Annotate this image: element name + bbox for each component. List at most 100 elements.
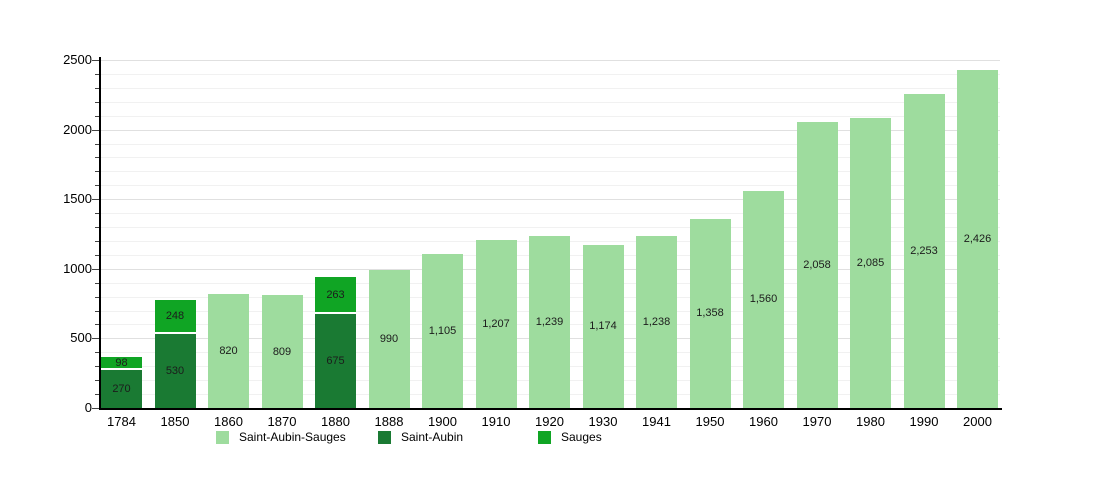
legend-label: Saint-Aubin-Sauges — [239, 430, 346, 444]
y-axis-tick — [95, 310, 99, 312]
y-axis-tick — [95, 157, 99, 159]
bar-value-label: 2,085 — [856, 256, 885, 269]
bar-segment-saint-aubin-sauges-1990: 2,253 — [903, 94, 945, 408]
bar-segment-saint-aubin-1850: 530 — [154, 334, 196, 408]
x-axis-tick-label-1980: 1980 — [856, 414, 885, 429]
y-axis-tick — [92, 338, 99, 340]
y-axis-tick — [95, 394, 99, 396]
bar-value-label: 1,207 — [482, 318, 510, 330]
y-axis-tick — [92, 129, 99, 131]
bar-segment-sauges-1850: 248 — [154, 299, 196, 335]
y-axis-tick — [95, 73, 99, 75]
legend-item-saint-aubin: Saint-Aubin — [378, 430, 463, 444]
major-gridline — [100, 60, 1000, 61]
y-axis-tick — [95, 324, 99, 326]
bar-segment-saint-aubin-sauges-1980: 2,085 — [850, 117, 891, 408]
minor-gridline — [100, 213, 1000, 215]
y-axis-tick — [95, 101, 99, 103]
y-axis-tick — [92, 60, 99, 61]
bar-value-label: 248 — [165, 309, 185, 322]
bar-segment-sauges-1880: 263 — [315, 277, 356, 315]
x-axis-tick-label-1941: 1941 — [642, 414, 671, 429]
plot-area: 270 98 530 248 820 809 675 263 990 1,105 1,207 1,23… — [100, 60, 1000, 408]
x-axis-line — [99, 408, 1002, 410]
x-axis-tick-label-1960: 1960 — [749, 414, 778, 429]
y-axis-tick — [95, 185, 99, 187]
x-axis-tick-label-1860: 1860 — [214, 414, 243, 429]
y-axis-tick — [92, 408, 99, 409]
y-axis-tick — [95, 227, 99, 229]
legend-label: Sauges — [561, 430, 602, 444]
bar-value-label: 990 — [379, 333, 399, 346]
y-axis-tick — [92, 268, 99, 270]
major-gridline — [100, 199, 1000, 201]
minor-gridline — [100, 157, 1000, 159]
y-axis-tick — [95, 213, 99, 215]
bar-segment-saint-aubin-sauges-1970: 2,058 — [796, 121, 838, 408]
bar-segment-saint-aubin-1784: 270 — [101, 370, 142, 408]
minor-gridline — [100, 87, 1000, 89]
legend-swatch-icon — [378, 430, 391, 444]
bar-value-label: 2,253 — [910, 245, 938, 258]
y-axis-tick-label: 1000 — [63, 260, 92, 276]
x-axis-tick-label-1888: 1888 — [374, 414, 404, 429]
y-axis-tick — [95, 366, 99, 368]
bar-segment-saint-aubin-sauges-1920: 1,239 — [529, 235, 570, 408]
bar-segment-saint-aubin-sauges-1960: 1,560 — [743, 190, 784, 408]
bar-value-label: 1,238 — [642, 315, 671, 328]
minor-gridline — [100, 143, 1000, 145]
bar-value-label: 263 — [326, 288, 345, 301]
x-axis-tick-label-2000: 2000 — [963, 414, 992, 429]
minor-gridline — [100, 227, 1000, 229]
y-axis-tick — [95, 296, 99, 298]
bar-value-label: 2,058 — [803, 258, 831, 271]
y-axis-line — [99, 57, 101, 410]
bar-segment-saint-aubin-sauges-1930: 1,174 — [582, 244, 624, 408]
x-axis-tick-label-1920: 1920 — [535, 414, 564, 429]
bar-value-label: 809 — [272, 345, 292, 358]
x-axis-tick-label-1930: 1930 — [588, 414, 618, 429]
x-axis-tick-label-1784: 1784 — [107, 414, 136, 429]
bar-value-label: 1,358 — [696, 307, 724, 320]
bar-segment-saint-aubin-sauges-1950: 1,358 — [689, 218, 731, 408]
bar-value-label: 530 — [165, 365, 185, 378]
major-gridline — [100, 129, 1000, 131]
y-axis-tick — [95, 254, 99, 256]
bar-segment-sauges-1784: 98 — [101, 357, 142, 371]
bar-segment-saint-aubin-sauges-1888: 990 — [368, 270, 410, 408]
x-axis-tick-label-1870: 1870 — [267, 414, 297, 429]
y-axis-tick — [95, 282, 99, 284]
minor-gridline — [100, 101, 1000, 103]
bar-value-label: 1,239 — [535, 315, 564, 328]
minor-gridline — [100, 115, 1000, 117]
y-axis-tick — [92, 199, 99, 201]
bar-segment-saint-aubin-1880: 675 — [315, 314, 356, 408]
bar-segment-saint-aubin-sauges-1910: 1,207 — [475, 240, 517, 408]
y-axis-tick — [95, 171, 99, 173]
legend-item-sauges: Sauges — [538, 430, 602, 444]
y-axis-tick — [95, 352, 99, 354]
x-axis-tick-label-1950: 1950 — [695, 414, 725, 429]
legend-swatch-icon — [216, 430, 229, 444]
bar-segment-saint-aubin-sauges-1900: 1,105 — [422, 254, 463, 408]
x-axis-tick-label-1970: 1970 — [802, 414, 832, 429]
y-axis-tick — [95, 380, 99, 382]
legend-item-saint-aubin-sauges: Saint-Aubin-Sauges — [216, 430, 346, 444]
minor-gridline — [100, 171, 1000, 173]
bar-value-label: 270 — [112, 383, 131, 396]
bar-value-label: 1,105 — [428, 325, 457, 338]
y-axis-tick-label: 2500 — [63, 52, 92, 67]
y-axis-tick — [95, 240, 99, 242]
x-axis-tick-label-1850: 1850 — [160, 414, 190, 429]
x-axis-tick-label-1990: 1990 — [909, 414, 939, 429]
bar-segment-saint-aubin-sauges-1860: 820 — [208, 293, 249, 408]
y-axis-tick — [95, 87, 99, 89]
legend-label: Saint-Aubin — [401, 430, 464, 444]
x-axis-tick-label-1900: 1900 — [428, 414, 457, 429]
legend-swatch-icon — [538, 430, 551, 444]
minor-gridline — [100, 185, 1000, 187]
y-axis-tick-label: 0 — [84, 400, 92, 415]
x-axis-tick-label-1910: 1910 — [481, 414, 511, 429]
